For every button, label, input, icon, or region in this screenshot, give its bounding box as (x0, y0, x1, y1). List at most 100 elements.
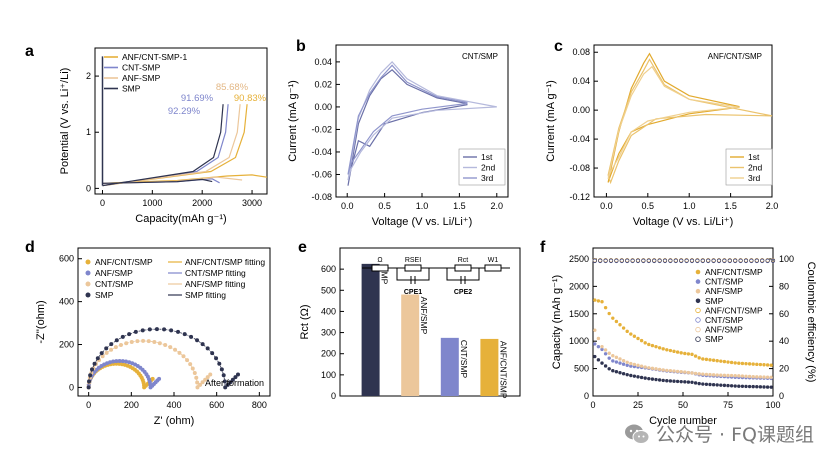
capacity-point (704, 382, 709, 386)
ce-point (727, 258, 732, 263)
y-tick-label: 80 (779, 281, 789, 291)
y-axis-label: Current (mA g⁻¹) (287, 80, 299, 162)
ce-point (722, 258, 727, 263)
y-tick-label: 0 (69, 382, 74, 392)
y-tick-label: 1500 (569, 309, 589, 319)
legend-label: 3rd (748, 173, 761, 183)
x-axis-label: Z' (ohm) (154, 415, 195, 427)
capacity-point (744, 374, 748, 378)
capacity-point (765, 363, 770, 367)
ce-point (608, 258, 614, 263)
y-tick-label: 0.04 (314, 57, 332, 67)
panel-letter: d (25, 239, 35, 256)
bar (361, 263, 380, 396)
capacity-point (683, 370, 687, 374)
eis-point (169, 328, 174, 333)
capacity-point (657, 367, 662, 372)
capacity-point (607, 351, 611, 355)
ce-point (646, 258, 651, 263)
capacity-point (708, 382, 712, 387)
capacity-point (603, 348, 608, 352)
capacity-point (765, 375, 770, 379)
capacity-point (737, 361, 741, 365)
capacity-point (751, 384, 755, 389)
circuit-label: CPE2 (454, 289, 472, 296)
capacity-point (755, 375, 759, 379)
capacity-point (611, 354, 615, 358)
capacity-point (737, 384, 741, 388)
legend-label: 1st (481, 152, 493, 162)
capacity-point (675, 350, 680, 354)
capacity-point (715, 383, 719, 387)
capacity-point (629, 361, 633, 366)
capacity-point (747, 384, 752, 389)
legend-label: ANF/SMP (705, 325, 743, 335)
capacity-point (639, 338, 644, 343)
ce-point (603, 258, 608, 263)
capacity-point (672, 349, 676, 354)
capacity-point (747, 374, 752, 379)
eis-point (168, 345, 173, 350)
capacity-point (611, 316, 615, 320)
capacity-point (596, 358, 601, 362)
x-tick-label: 0.5 (378, 201, 391, 211)
bar (401, 294, 420, 396)
bar-label: SMP (380, 266, 390, 285)
x-tick-label: 1.0 (416, 201, 429, 211)
capacity-point (647, 342, 651, 347)
capacity-point (650, 343, 655, 348)
eis-point (114, 359, 119, 364)
capacity-point (737, 374, 741, 378)
capacity-point (729, 384, 734, 388)
capacity-point (740, 374, 745, 378)
resistor (404, 264, 422, 272)
legend-marker (695, 336, 701, 342)
capacity-point (715, 373, 719, 377)
x-tick-label: 0.0 (600, 201, 613, 211)
x-tick-label: 2.0 (766, 201, 779, 211)
plot-frame (593, 44, 773, 198)
ce-point (749, 258, 754, 263)
legend-label: ANF/CNT/SMP (705, 305, 763, 315)
eis-fit-line (88, 360, 160, 389)
capacity-point (672, 379, 676, 383)
y-axis-label: Current (mA g⁻¹) (545, 80, 557, 162)
cpe-branch (446, 268, 480, 281)
eis-point (192, 371, 197, 376)
capacity-point (769, 363, 773, 367)
ce-point (695, 258, 700, 263)
x-tick-label: 50 (678, 400, 688, 410)
y-tick-label: 1000 (569, 336, 589, 346)
capacity-point (618, 357, 622, 361)
capacity-point (751, 375, 755, 379)
capacity-point (636, 375, 640, 379)
capacity-point (629, 332, 633, 336)
capacity-point (629, 364, 633, 368)
x-axis-label: Capacity(mAh g⁻¹) (135, 213, 226, 225)
charge-curve (102, 104, 229, 187)
legend-label: CNT-SMP (122, 63, 161, 73)
ce-point (679, 258, 684, 263)
capacity-point (744, 361, 748, 366)
panel-e: e 0 100 200 300 400 500 600 Rct (Ω) SMP ANF/SMP CNT… (298, 239, 521, 401)
capacity-point (769, 385, 773, 389)
ce-point (684, 258, 689, 263)
capacity-point (643, 341, 647, 345)
eis-point (86, 385, 91, 390)
y-tick-label: 100 (321, 370, 336, 380)
capacity-point (711, 383, 716, 387)
capacity-point (611, 369, 615, 373)
plot-frame (94, 47, 268, 195)
y-tick-label: 200 (321, 349, 336, 359)
capacity-point (603, 352, 608, 356)
y-tick-label: 0.00 (314, 102, 332, 112)
capacity-point (614, 355, 619, 360)
eis-point (236, 372, 240, 377)
ce-point (689, 258, 695, 263)
x-tick-label: 600 (209, 400, 224, 410)
panel-a: a 0 1000 2000 3000 0 1 2 Capacity(mAh g⁻¹) Potent… (25, 43, 268, 225)
bar-label: ANF/CNT/SMP (498, 341, 508, 399)
capacity-point (603, 305, 608, 310)
legend-marker (695, 269, 701, 275)
capacity-point (751, 362, 755, 366)
